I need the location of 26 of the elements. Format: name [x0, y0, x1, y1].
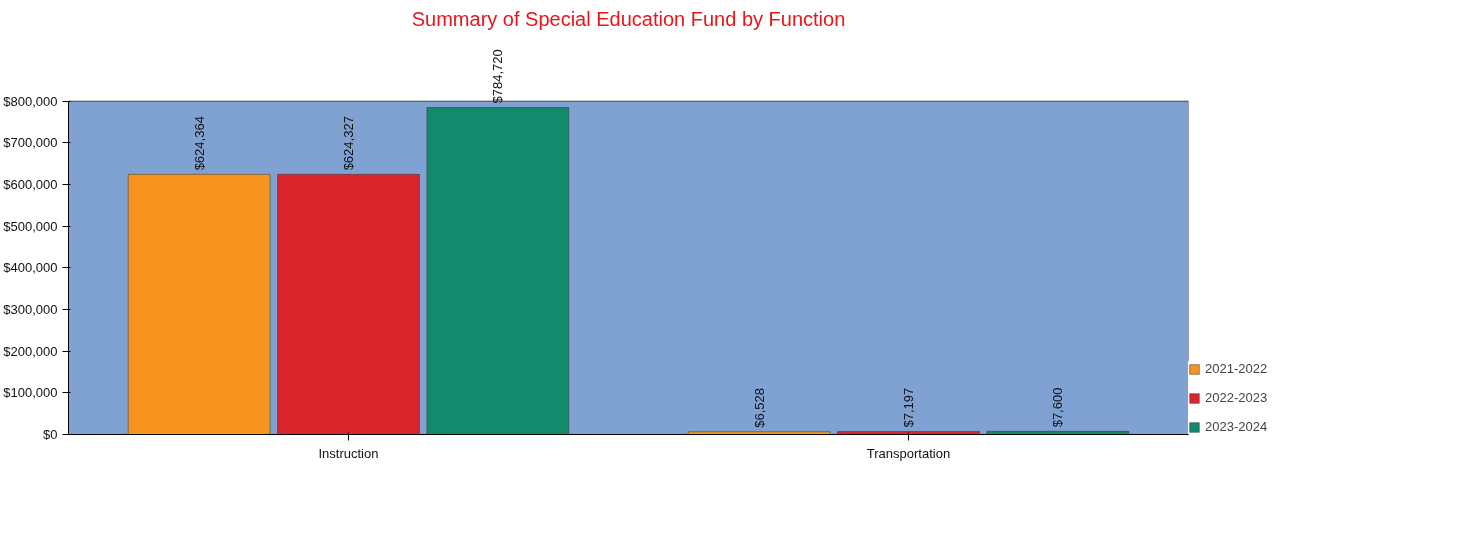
bar [837, 431, 980, 435]
legend-label: 2021-2022 [1205, 361, 1268, 376]
legend-label: 2022-2023 [1205, 390, 1268, 405]
data-label: $6,528 [751, 388, 767, 428]
data-label: $624,364 [191, 116, 207, 171]
y-tick-label: $200,000 [3, 343, 58, 359]
y-tick-label: $400,000 [3, 260, 58, 276]
x-tick-label: Transportation [866, 445, 951, 461]
data-label: $624,327 [341, 116, 356, 171]
legend-label: 2023-2024 [1205, 419, 1268, 434]
chart-title: Summary of Special Education Fund by Function [411, 7, 846, 30]
bar [687, 431, 831, 435]
bar [127, 174, 271, 435]
bar [426, 107, 570, 435]
y-tick-label: $100,000 [3, 385, 58, 401]
data-label: $7,600 [1050, 387, 1066, 428]
bar [277, 174, 420, 435]
y-tick-label: $700,000 [3, 135, 58, 151]
data-label: $7,197 [901, 387, 916, 428]
y-tick-label: $600,000 [3, 177, 58, 192]
y-tick-label: $0 [43, 427, 58, 442]
y-tick-label: $500,000 [3, 218, 58, 234]
y-tick-label: $800,000 [3, 93, 58, 109]
data-label: $784,720 [490, 49, 506, 104]
y-tick-label: $300,000 [3, 302, 58, 317]
x-tick-label: Instruction [318, 445, 379, 461]
